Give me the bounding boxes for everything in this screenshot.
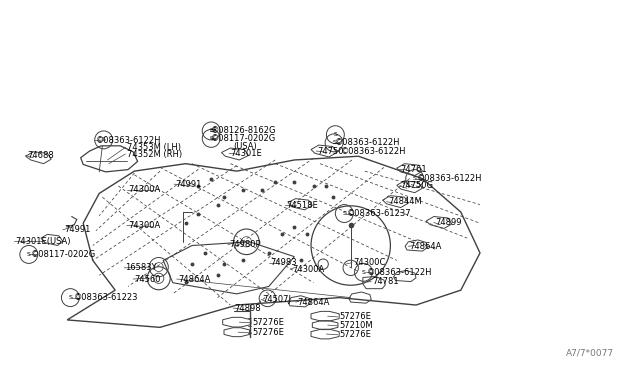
Text: 74864A: 74864A xyxy=(178,275,211,283)
Text: (USA): (USA) xyxy=(233,142,257,151)
Text: ©08363-6122H: ©08363-6122H xyxy=(367,268,433,277)
Text: ©08363-61237: ©08363-61237 xyxy=(347,209,412,218)
Text: 57210M: 57210M xyxy=(339,321,373,330)
Text: ©08363-6122H: ©08363-6122H xyxy=(417,174,483,183)
Text: 16583Y: 16583Y xyxy=(125,263,157,272)
Text: S: S xyxy=(342,211,346,216)
Text: 74991: 74991 xyxy=(64,225,90,234)
Text: ©08363-6122H: ©08363-6122H xyxy=(335,138,401,147)
Text: 74899: 74899 xyxy=(435,218,461,227)
Text: 74560: 74560 xyxy=(134,275,161,283)
Text: 74983: 74983 xyxy=(270,258,297,267)
Text: 74864A: 74864A xyxy=(410,242,442,251)
Text: 74300A: 74300A xyxy=(292,265,324,274)
Text: 74507J: 74507J xyxy=(262,295,291,304)
Text: ©08117-0202G: ©08117-0202G xyxy=(31,250,96,259)
Text: 74781: 74781 xyxy=(372,277,399,286)
Text: 74761: 74761 xyxy=(401,165,428,174)
Text: S: S xyxy=(102,137,106,142)
Text: 74301E(USA): 74301E(USA) xyxy=(15,237,71,246)
Text: 57276E: 57276E xyxy=(339,312,371,321)
Text: 74300A: 74300A xyxy=(128,221,160,230)
Text: S: S xyxy=(362,270,365,275)
Text: 74898: 74898 xyxy=(234,304,261,312)
Text: ©08117-0202G: ©08117-0202G xyxy=(211,134,276,143)
Text: 57276E: 57276E xyxy=(339,330,371,339)
Text: S: S xyxy=(333,132,337,137)
Text: ®08126-8162G: ®08126-8162G xyxy=(211,126,276,135)
Text: 74844M: 74844M xyxy=(388,197,422,206)
Text: 74518E: 74518E xyxy=(287,201,319,210)
Text: B: B xyxy=(209,128,213,134)
Text: S: S xyxy=(332,140,336,145)
Text: A7/7*0077: A7/7*0077 xyxy=(566,348,614,357)
Text: 74353M (LH): 74353M (LH) xyxy=(127,143,180,152)
Text: 74300C: 74300C xyxy=(353,258,386,267)
Text: 74864A: 74864A xyxy=(297,298,330,307)
Text: 74688: 74688 xyxy=(27,151,54,160)
Text: 74352M (RH): 74352M (RH) xyxy=(127,150,182,158)
Text: 57276E: 57276E xyxy=(253,328,285,337)
Text: ©08363-6122H: ©08363-6122H xyxy=(96,136,161,145)
Text: ©08363-61223: ©08363-61223 xyxy=(74,293,138,302)
Text: S: S xyxy=(68,295,72,300)
Text: 57276E: 57276E xyxy=(253,318,285,327)
Text: 74301E: 74301E xyxy=(230,149,262,158)
Text: 74991: 74991 xyxy=(175,180,202,189)
Text: 74980P: 74980P xyxy=(229,240,260,249)
Text: 74750: 74750 xyxy=(317,147,344,155)
Text: S: S xyxy=(413,176,417,181)
Text: 74750G: 74750G xyxy=(401,182,434,190)
Text: 74300A: 74300A xyxy=(128,185,160,194)
Text: ©08363-6122H: ©08363-6122H xyxy=(340,147,406,155)
Text: S: S xyxy=(209,136,213,141)
Text: S: S xyxy=(27,252,31,257)
